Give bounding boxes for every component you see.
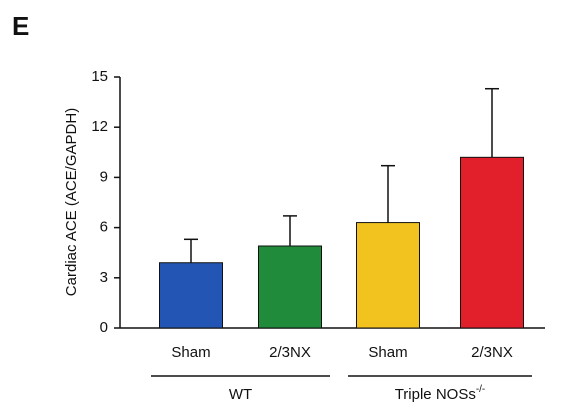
bar	[159, 262, 223, 329]
y-axis-label: Cardiac ACE (ACE/GAPDH)	[63, 108, 80, 296]
bar	[460, 156, 524, 329]
y-tick-label: 6	[100, 219, 108, 236]
x-tick-label: Sham	[368, 344, 407, 361]
bar	[356, 222, 420, 329]
x-tick-label: 2/3NX	[471, 344, 513, 361]
group-label: WT	[229, 386, 252, 403]
y-tick-label: 15	[91, 68, 108, 85]
group-label-text: WT	[229, 386, 252, 403]
panel-label: E	[12, 11, 29, 41]
y-tick-label: 3	[100, 269, 108, 286]
group-label: Triple NOSs-/-	[395, 384, 486, 403]
y-tick-label: 12	[91, 118, 108, 135]
x-tick-label: 2/3NX	[269, 344, 311, 361]
y-tick-label: 9	[100, 168, 108, 185]
y-tick-label: 0	[100, 319, 108, 336]
group-label-superscript: -/-	[476, 384, 485, 395]
x-tick-label: Sham	[171, 344, 210, 361]
bar	[258, 245, 322, 329]
group-label-text: Triple NOSs	[395, 386, 476, 403]
